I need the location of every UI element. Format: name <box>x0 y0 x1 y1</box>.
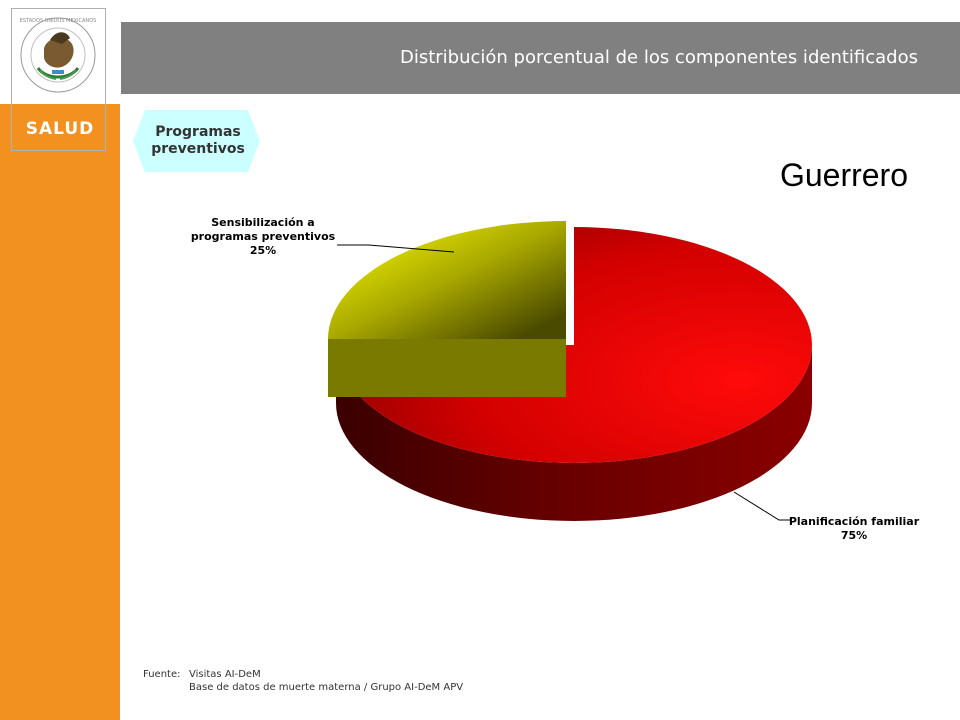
seal-frame <box>11 8 106 151</box>
data-label-sensibilizacion-0: Sensibilización a <box>211 216 314 229</box>
leader-line-planificacion <box>733 491 792 521</box>
pie-slice-sensibilizacion <box>328 221 566 339</box>
national-seal-icon: ESTADOS UNIDOS MEXICANOS <box>20 17 97 93</box>
section-tag-line2: preventivos <box>151 141 245 157</box>
data-label-planificacion-0: Planificación familiar <box>789 515 920 528</box>
source-line-2: Base de datos de muerte materna / Grupo … <box>189 682 464 693</box>
pie-slice-side-planificacion <box>336 345 812 521</box>
data-label-sensibilizacion-1: programas preventivos <box>191 230 336 243</box>
source-label: Fuente: <box>143 669 181 680</box>
data-label-sensibilizacion-2: 25% <box>250 244 276 257</box>
leader-line-sensibilizacion <box>337 244 455 253</box>
brand-label: SALUD <box>25 119 95 139</box>
data-label-planificacion-1: 75% <box>841 529 867 542</box>
svg-text:ESTADOS UNIDOS MEXICANOS: ESTADOS UNIDOS MEXICANOS <box>20 18 97 24</box>
source-line-1: Visitas AI-DeM <box>189 669 261 680</box>
section-tag <box>133 110 260 172</box>
section-tag-line1: Programas <box>155 124 241 140</box>
source-note: Fuente: Visitas AI-DeM Base de datos de m… <box>143 668 463 694</box>
sidebar: ESTADOS UNIDOS MEXICANOS SALUD <box>0 0 120 720</box>
pie-slice-side-sensibilizacion <box>328 339 566 397</box>
page-title: Distribución porcentual de los component… <box>399 47 918 68</box>
header-bar: Distribución porcentual de los component… <box>121 22 960 94</box>
section-tag-label: Programas preventivos <box>148 124 248 158</box>
region-name: Guerrero <box>779 157 908 193</box>
seal-box: ESTADOS UNIDOS MEXICANOS <box>0 0 120 104</box>
pie-slice-planificacion <box>336 227 812 463</box>
